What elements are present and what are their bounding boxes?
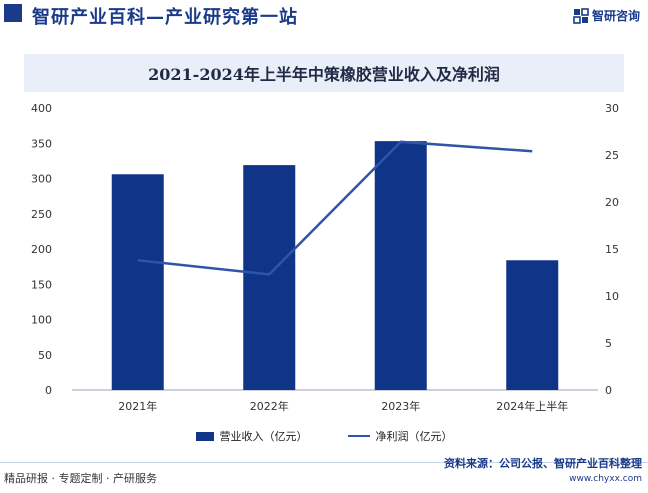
revenue-bar xyxy=(506,260,559,390)
revenue-bars xyxy=(111,141,559,390)
right-tick-label: 30 xyxy=(605,102,619,115)
x-tick-label: 2024年上半年 xyxy=(496,399,568,413)
footer-divider xyxy=(0,462,648,463)
chart-title-band: 2021-2024年上半年中策橡胶营业收入及净利润 xyxy=(24,54,624,92)
legend-item-net-profit: 净利润（亿元） xyxy=(347,428,453,444)
right-tick-label: 15 xyxy=(605,243,619,256)
left-tick-label: 150 xyxy=(31,278,52,291)
header-bar: 智研产业百科—产业研究第一站 智研咨询 xyxy=(0,0,648,34)
legend-swatch-revenue xyxy=(195,431,214,441)
left-tick-label: 250 xyxy=(31,208,52,221)
legend-item-revenue: 营业收入（亿元） xyxy=(195,428,308,444)
left-tick-label: 50 xyxy=(38,349,52,362)
revenue-bar xyxy=(243,165,296,390)
right-axis: 0 5 10 15 20 25 30 xyxy=(605,102,619,397)
revenue-bar xyxy=(374,141,427,390)
left-tick-label: 100 xyxy=(31,314,52,327)
left-tick-label: 0 xyxy=(45,384,52,397)
right-tick-label: 20 xyxy=(605,196,619,209)
legend-label-net-profit: 净利润（亿元） xyxy=(375,430,453,443)
right-tick-label: 10 xyxy=(605,290,619,303)
chart-legend: 营业收入（亿元） 净利润（亿元） xyxy=(0,426,648,446)
x-tick-label: 2023年 xyxy=(381,399,420,413)
legend-swatch-net-profit xyxy=(347,435,370,437)
right-tick-label: 0 xyxy=(605,384,612,397)
header-accent-square xyxy=(4,4,22,22)
x-axis: 2021年 2022年 2023年 2024年上半年 xyxy=(118,399,568,413)
brand-logo-icon xyxy=(573,7,589,24)
left-tick-label: 400 xyxy=(31,102,52,115)
footer-source-block: 资料来源：公司公报、智研产业百科整理 www.chyxx.com xyxy=(444,455,642,484)
combo-chart: 0 50 100 150 200 250 300 350 400 0 5 10 15 20 25 30 20… xyxy=(31,102,619,413)
left-tick-label: 300 xyxy=(31,173,52,186)
footer-services: 精品研报 · 专题定制 · 产研服务 xyxy=(4,472,157,485)
footer-url[interactable]: www.chyxx.com xyxy=(569,474,642,484)
header-title: 智研产业百科—产业研究第一站 xyxy=(32,7,298,28)
left-axis: 0 50 100 150 200 250 300 350 400 xyxy=(31,102,52,397)
brand-logo[interactable]: 智研咨询 xyxy=(573,7,640,24)
right-tick-label: 25 xyxy=(605,149,619,162)
revenue-bar xyxy=(111,174,164,390)
right-tick-label: 5 xyxy=(605,337,612,350)
brand-logo-text: 智研咨询 xyxy=(591,9,640,23)
net-profit-line xyxy=(137,140,533,276)
legend-label-revenue: 营业收入（亿元） xyxy=(219,430,308,443)
chart-title: 2021-2024年上半年中策橡胶营业收入及净利润 xyxy=(148,65,500,84)
x-tick-label: 2021年 xyxy=(118,399,157,413)
left-tick-label: 200 xyxy=(31,243,52,256)
footer-source: 资料来源：公司公报、智研产业百科整理 xyxy=(444,457,642,470)
left-tick-label: 350 xyxy=(31,137,52,150)
x-tick-label: 2022年 xyxy=(250,399,289,413)
